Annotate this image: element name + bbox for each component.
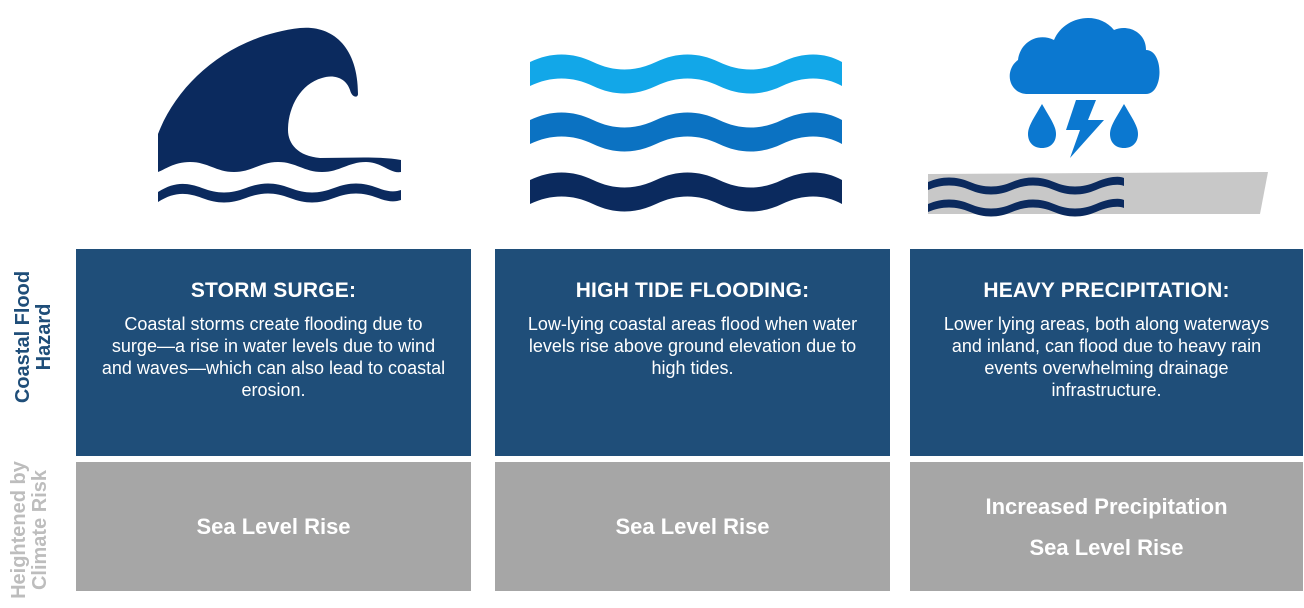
climate-risk-label: Sea Level Rise <box>615 514 770 539</box>
high-tide-flooding-climate-box: Sea Level Rise <box>495 462 890 591</box>
wave-dark <box>530 172 842 212</box>
climate-risk-label: Sea Level Rise <box>1029 534 1184 560</box>
tsunami-wave-icon <box>158 27 401 203</box>
wave-light <box>530 54 842 94</box>
heavy-precipitation-description: Lower lying areas, both along waterways … <box>943 314 1270 400</box>
high-tide-flooding-description: Low-lying coastal areas flood when water… <box>527 314 858 378</box>
climate-risk-label: Increased Precipitation <box>985 493 1228 519</box>
high-tide-flooding-title: HIGH TIDE FLOODING: <box>575 279 810 302</box>
tide-waves-icon <box>530 54 842 212</box>
wave-mid <box>530 112 842 152</box>
heavy-precipitation-climate-box: Increased Precipitation Sea Level Rise <box>910 462 1303 591</box>
row-label-climate: Heightened by Climate Risk <box>8 461 51 599</box>
high-tide-flooding-box: HIGH TIDE FLOODING: Low-lying coastal ar… <box>495 249 890 456</box>
storm-surge-title: STORM SURGE: <box>190 279 357 302</box>
heavy-precipitation-title: HEAVY PRECIPITATION: <box>983 279 1230 302</box>
climate-risk-label: Sea Level Rise <box>196 514 351 539</box>
storm-cloud-rain-icon <box>928 17 1268 217</box>
storm-surge-climate-box: Sea Level Rise <box>76 462 471 591</box>
storm-surge-box: STORM SURGE: Coastal storms create flood… <box>76 249 471 456</box>
row-label-hazard: Coastal Flood Hazard <box>12 270 55 404</box>
storm-surge-description: Coastal storms create flooding due to su… <box>101 314 446 400</box>
heavy-precipitation-box: HEAVY PRECIPITATION: Lower lying areas, … <box>910 249 1303 456</box>
